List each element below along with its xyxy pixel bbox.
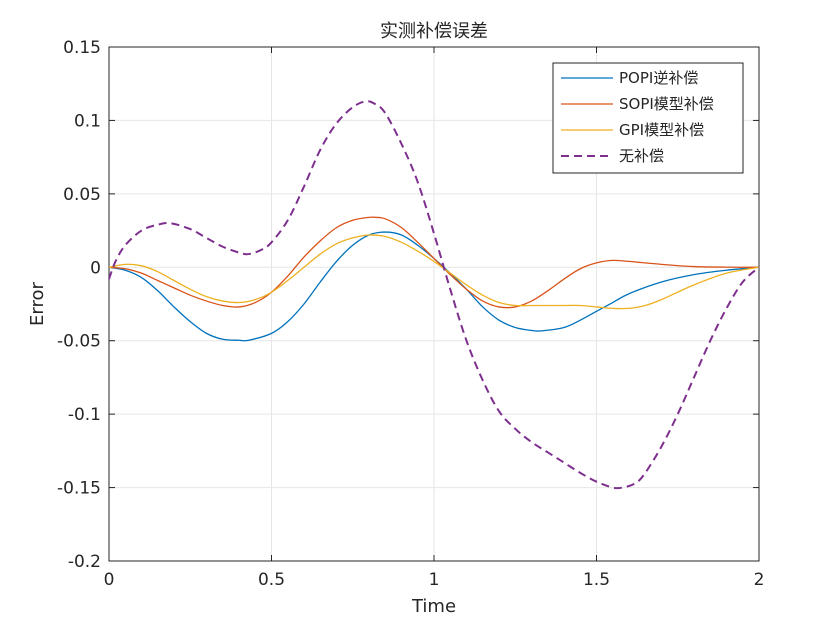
x-tick-label: 2 xyxy=(754,570,765,590)
y-tick-label: 0 xyxy=(90,258,101,278)
y-tick-label: -0.1 xyxy=(68,405,101,425)
series-line-3 xyxy=(108,234,760,310)
x-axis-title: Time xyxy=(411,596,456,617)
x-tick-label: 0 xyxy=(104,570,115,590)
y-tick-label: -0.2 xyxy=(68,552,101,572)
chart-title: 实测补偿误差 xyxy=(380,21,488,42)
y-tick-label: 0.05 xyxy=(63,185,101,205)
legend-label-4: 无补偿 xyxy=(619,147,664,165)
y-axis-title: Error xyxy=(27,281,48,325)
series-line-4 xyxy=(108,100,760,490)
series-lines xyxy=(108,100,760,490)
legend-label-1: POPI逆补偿 xyxy=(619,69,698,87)
legend-label-2: SOPI模型补偿 xyxy=(619,95,714,113)
x-tick-label: 1.5 xyxy=(583,570,610,590)
x-tick-label: 1 xyxy=(429,570,440,590)
series-line-2 xyxy=(108,216,760,309)
y-tick-label: -0.05 xyxy=(57,332,101,352)
y-tick-label: -0.15 xyxy=(57,479,101,499)
x-tick-label: 0.5 xyxy=(258,570,285,590)
axis-ticks: 0 0.5 1 1.5 2 -0.2 -0.15 -0.1 -0.05 0 0.05 0.1 0.15 xyxy=(57,38,764,590)
y-tick-label: 0.15 xyxy=(63,38,101,58)
grid-lines xyxy=(108,46,760,562)
legend-label-3: GPI模型补偿 xyxy=(619,121,704,139)
legend-box xyxy=(552,62,744,174)
series-line-1 xyxy=(108,231,760,342)
y-tick-label: 0.1 xyxy=(74,111,101,131)
